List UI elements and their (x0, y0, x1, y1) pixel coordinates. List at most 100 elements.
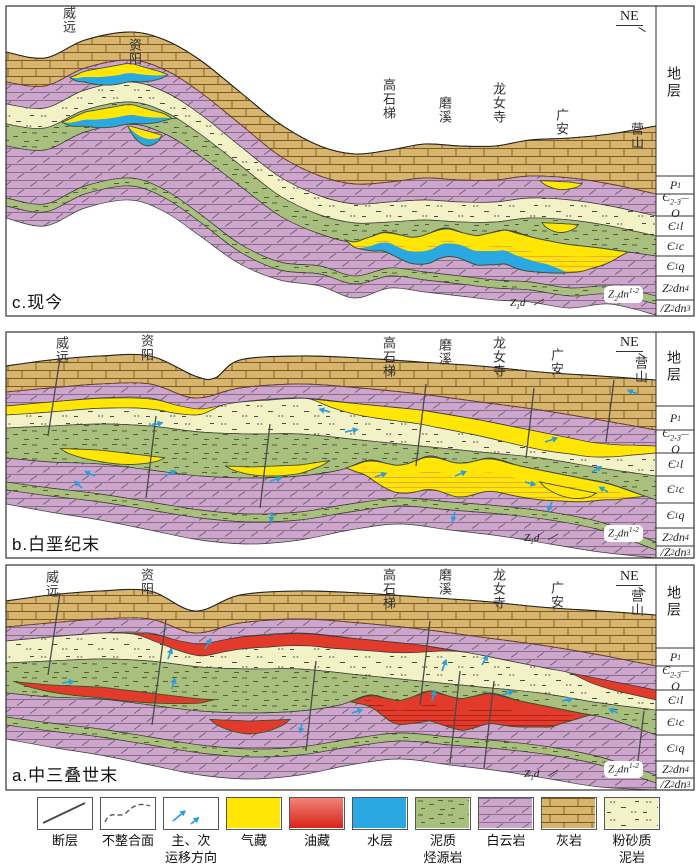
direction-text: NE (620, 9, 639, 24)
fault-line (419, 620, 431, 706)
section-label-z2dn12: Z2dn1-2 (604, 761, 643, 778)
location-label-5: 龙女寺 (490, 568, 506, 610)
strata-range-top: Є2-3— (662, 427, 689, 443)
layer-dolomite-lower (6, 185, 656, 316)
strata-sub: 1 (677, 652, 682, 662)
legend-label-line: 烃源岩 (423, 849, 463, 865)
strata-tail: c (678, 715, 685, 729)
location-label-3: 高石梯 (380, 568, 396, 610)
migration-arrow (323, 409, 331, 413)
strata-sub: 1 (674, 511, 679, 520)
strata-column-header: 地层 (666, 350, 682, 384)
migration-arrow-head (551, 436, 559, 443)
location-label-4: 磨溪 (436, 96, 452, 124)
location-label-2: 资阳 (126, 38, 142, 66)
strata-tail: l (679, 457, 684, 471)
strata-column-bg (656, 332, 694, 558)
legend-label: 气藏 (223, 833, 285, 850)
strata-sup: 1-2 (628, 525, 639, 534)
migration-arrow (172, 813, 182, 822)
fault-line (151, 618, 167, 726)
legend-swatch-graphic-silty-mudstone (605, 798, 658, 828)
strata-tail: c (678, 238, 685, 253)
strata-base: Є (666, 740, 675, 755)
strata-sub: 1 (675, 695, 680, 705)
panel-frame (5, 5, 695, 317)
strata-tail: d (533, 532, 540, 544)
section-geology (6, 31, 656, 316)
strata-base: Z (662, 280, 669, 295)
migration-arrow (632, 391, 639, 395)
migration-arrow-head (546, 505, 553, 512)
strata-base: Z (662, 529, 669, 544)
legend-label-line: 断层 (51, 833, 78, 848)
legend-item-fault: 断层 (34, 797, 96, 850)
legend-swatch-graphic-limestone (542, 798, 595, 828)
strata-sub: 1 (675, 460, 680, 469)
strata-cell-6: Z 2 dn 4 (657, 528, 694, 546)
strata-base: P (669, 649, 678, 664)
gas-lens (540, 482, 596, 499)
legend-swatch-limestone (541, 797, 597, 830)
strata-sub: 1 (530, 537, 534, 547)
migration-arrow-head (595, 466, 603, 472)
location-label-4: 磨溪 (436, 338, 452, 366)
strata-tail: c (678, 482, 685, 496)
strata-base: Z (608, 527, 615, 540)
strata-cell-6: Z 2 dn 4 (657, 761, 694, 778)
strata-base: Є (662, 662, 671, 677)
migration-arrow-head (356, 708, 364, 715)
range-dash: — (680, 192, 689, 203)
legend-label: 不整合面 (97, 833, 159, 850)
migration-arrow-head (170, 677, 177, 685)
migration-arrow (190, 820, 196, 825)
strata-sub: 2 (668, 765, 673, 774)
migration-arrow-head (169, 470, 177, 476)
migration-arrow-head (192, 816, 200, 824)
strata-range-label: Є2-3— O (662, 664, 689, 692)
strata-tail: dn (674, 544, 687, 559)
water-lens (70, 73, 168, 86)
legend-swatch-unconformity (100, 797, 156, 830)
legend-swatch-graphic-source-rock (416, 798, 469, 828)
migration-arrow (591, 468, 598, 473)
strata-sub: 2 (614, 532, 618, 542)
reservoir-outline (344, 456, 646, 503)
strata-base: P (669, 410, 678, 425)
migration-arrow-head (68, 678, 75, 686)
migration-arrow (89, 472, 96, 477)
migration-arrow-head (268, 516, 275, 523)
legend-item-gas: 气藏 (223, 797, 285, 850)
strata-tail: q (678, 508, 685, 522)
location-label-1: 威远 (60, 6, 76, 34)
panel-frame (5, 564, 695, 791)
migration-arrow (164, 472, 172, 477)
panel-a: 威远 资阳 高石梯 磨溪 龙女寺 广安 营山 NE 地层 P 1 Є2-3— O Є 1 l Є 1 c Є 1 q Z 2 d… (0, 563, 700, 792)
strata-tail: dn (617, 763, 629, 776)
strata-line2: O (671, 442, 680, 457)
unconformity-line (6, 382, 656, 431)
direction-text: NE (620, 335, 639, 350)
strata-base: Z (662, 762, 669, 776)
legend-label-line: 水层 (366, 833, 393, 848)
migration-arrow-head (460, 470, 468, 477)
strata-sub: 2-3 (670, 197, 681, 207)
gas-lens (60, 448, 165, 465)
fault-line (259, 423, 271, 509)
strata-sub: 2 (670, 779, 675, 789)
location-label-7: 营山 (628, 122, 644, 150)
strata-cell-6: Z 2 dn 4 (657, 276, 694, 300)
strata-base: Є (666, 508, 675, 522)
legend-label: 主、次 运移方向 (160, 833, 222, 865)
fault-line (605, 379, 615, 443)
strata-sub: 2-3 (670, 670, 681, 680)
legend-label-line: 不整合面 (101, 833, 154, 848)
legend-label: 断层 (34, 833, 96, 850)
strata-base: Є (667, 218, 676, 233)
legend-label: 白云岩 (475, 833, 537, 850)
strata-sup: 3 (686, 303, 691, 313)
migration-arrow (171, 682, 175, 690)
